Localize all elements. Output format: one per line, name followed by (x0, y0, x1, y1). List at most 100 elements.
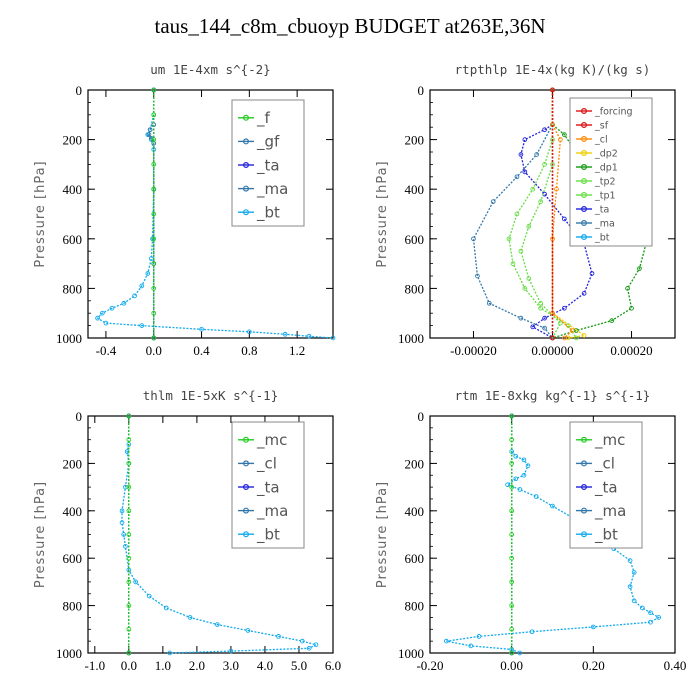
data-point (562, 335, 567, 341)
data-point (526, 276, 532, 281)
panel-title: rtm 1E-8xkg kg^{-1} s^{-1} (455, 388, 651, 403)
legend-marker (580, 164, 587, 171)
data-point (631, 570, 637, 575)
panel-title: thlm 1E-5xK s^{-1} (143, 388, 278, 403)
legend-marker (243, 209, 250, 216)
legend-marker (243, 531, 250, 538)
x-tick-label: 0.00000 (531, 343, 573, 358)
data-point (569, 328, 575, 333)
y-tick-label: 600 (63, 232, 83, 247)
data-point (542, 325, 547, 331)
legend-entry: _ma (594, 218, 615, 229)
data-point (330, 335, 336, 341)
data-point (525, 463, 531, 469)
data-point (538, 305, 543, 311)
x-tick-label: 0.20 (582, 658, 605, 673)
data-point (550, 87, 555, 93)
legend-marker (580, 484, 587, 491)
y-tick-label: 400 (405, 504, 425, 519)
data-point (581, 333, 587, 338)
y-tick-label: 1000 (56, 646, 82, 661)
data-point (509, 461, 515, 466)
data-point (490, 199, 496, 204)
data-point (475, 273, 480, 279)
data-point (245, 628, 251, 633)
data-point (518, 152, 524, 157)
data-point (625, 286, 630, 291)
x-tick-label: 6.0 (325, 658, 341, 673)
x-tick-label: 4.0 (257, 658, 273, 673)
data-point (517, 487, 523, 492)
data-point (542, 127, 547, 133)
legend-entry: _mc (256, 431, 287, 450)
data-point (121, 532, 127, 537)
data-point (126, 603, 132, 608)
legend-entry: _bt (594, 232, 610, 243)
x-tick-label: 0.0 (146, 343, 162, 358)
panel-rtm: rtm 1E-8xkg kg^{-1} s^{-1} Pressure [hPa]… (375, 388, 686, 673)
data-point (550, 503, 555, 509)
data-point (648, 610, 653, 616)
data-point (627, 584, 633, 589)
data-point (631, 598, 637, 604)
y-tick-label: 1000 (398, 646, 424, 661)
data-point (151, 310, 157, 316)
data-point (590, 624, 596, 630)
data-point (126, 461, 132, 466)
legend-entry: _tp1 (594, 190, 616, 201)
data-point (246, 329, 252, 335)
panel-title: um 1E-4xm s^{-2} (150, 62, 270, 77)
legend-marker (580, 531, 587, 538)
y-tick-label: 1000 (56, 331, 82, 346)
data-point (126, 579, 132, 585)
data-point (542, 162, 547, 167)
data-point (306, 333, 312, 339)
legend-marker (580, 220, 587, 227)
data-point (313, 642, 319, 648)
data-point (538, 300, 543, 306)
data-point (554, 186, 559, 192)
legend-entry: _ta (594, 478, 618, 497)
data-point (514, 174, 520, 180)
series-line (121, 416, 318, 654)
data-point (509, 413, 515, 419)
legend-marker (243, 185, 250, 192)
data-point (145, 271, 151, 276)
data-point (282, 331, 288, 337)
legend-entry: _bt (256, 203, 280, 222)
data-point (509, 603, 515, 608)
y-tick-label: 200 (63, 456, 83, 471)
data-point (509, 579, 515, 585)
data-point (126, 437, 132, 443)
x-tick-label: 0.8 (241, 343, 257, 358)
x-tick-label: 0.00 (500, 658, 523, 673)
x-tick-label: 0.40 (664, 658, 687, 673)
data-point (471, 236, 476, 242)
y-axis-label: Pressure [hPa] (375, 481, 390, 588)
x-tick-label: 1.0 (155, 658, 171, 673)
data-point (119, 520, 125, 525)
data-point (126, 442, 132, 447)
data-point (126, 484, 132, 490)
data-point (187, 615, 193, 620)
data-point (562, 305, 567, 311)
data-point (513, 476, 519, 482)
data-point (581, 291, 587, 296)
x-tick-label: 3.0 (223, 658, 239, 673)
data-point (530, 324, 536, 330)
data-point (151, 87, 157, 93)
legend-entry: _mc (594, 431, 625, 450)
data-point (550, 335, 555, 341)
data-point (126, 650, 132, 656)
y-tick-label: 200 (63, 133, 83, 148)
y-tick-label: 400 (63, 182, 83, 197)
legend-marker (580, 107, 587, 114)
legend-marker (580, 507, 587, 514)
data-point (517, 650, 523, 656)
data-point (648, 619, 653, 625)
series-line (551, 90, 586, 339)
data-point (509, 532, 515, 537)
x-tick-label: -0.4 (96, 343, 117, 358)
legend-entry: _cl (594, 134, 608, 145)
